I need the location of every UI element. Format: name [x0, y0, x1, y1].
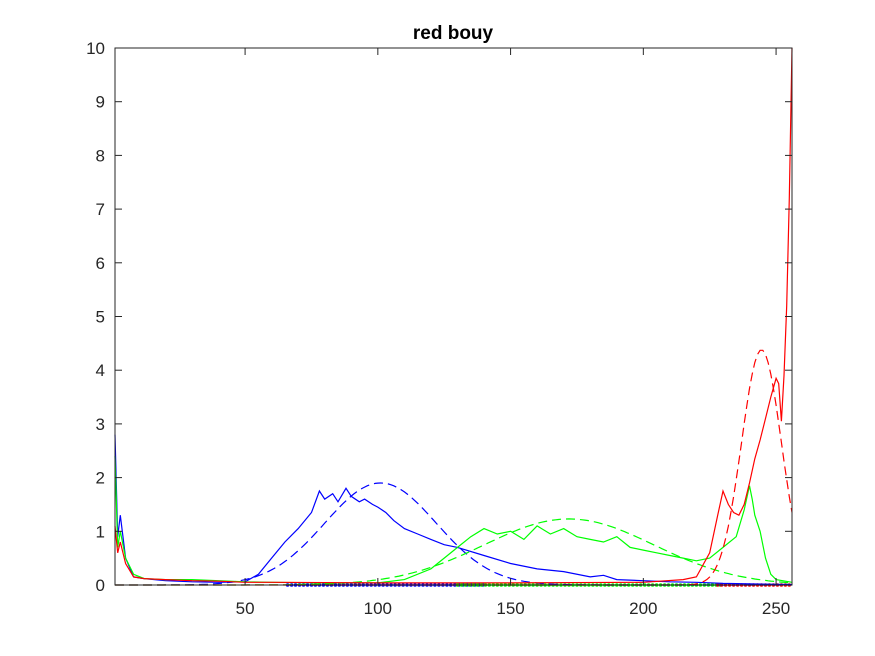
- y-tick-label: 8: [96, 146, 105, 165]
- y-tick-label: 10: [86, 39, 105, 58]
- series-line-0-histogram: [114, 434, 793, 586]
- y-tick-label: 0: [96, 576, 105, 595]
- y-tick-label: 6: [96, 254, 105, 273]
- y-tick-label: 9: [96, 93, 105, 112]
- y-tick-label: 4: [96, 361, 105, 380]
- x-tick-label: 200: [629, 599, 657, 618]
- y-tick-label: 5: [96, 308, 105, 327]
- x-tick-label: 150: [496, 599, 524, 618]
- y-tick-label: 3: [96, 415, 105, 434]
- ticks-layer: 0 1 2 3 4 5 6 7 8 9 10 50 100 150 200 250: [86, 39, 792, 618]
- y-tick-label: 7: [96, 200, 105, 219]
- x-tick-label: 100: [364, 599, 392, 618]
- series-line-2-histogram: [114, 456, 793, 584]
- y-tick-label: 2: [96, 469, 105, 488]
- chart-title: red bouy: [413, 23, 494, 44]
- x-tick-label: 50: [236, 599, 255, 618]
- y-tick-label: 1: [96, 522, 105, 541]
- series-line-4-histogram: [114, 47, 793, 584]
- x-tick-label: 250: [762, 599, 790, 618]
- plot-area: [115, 48, 792, 585]
